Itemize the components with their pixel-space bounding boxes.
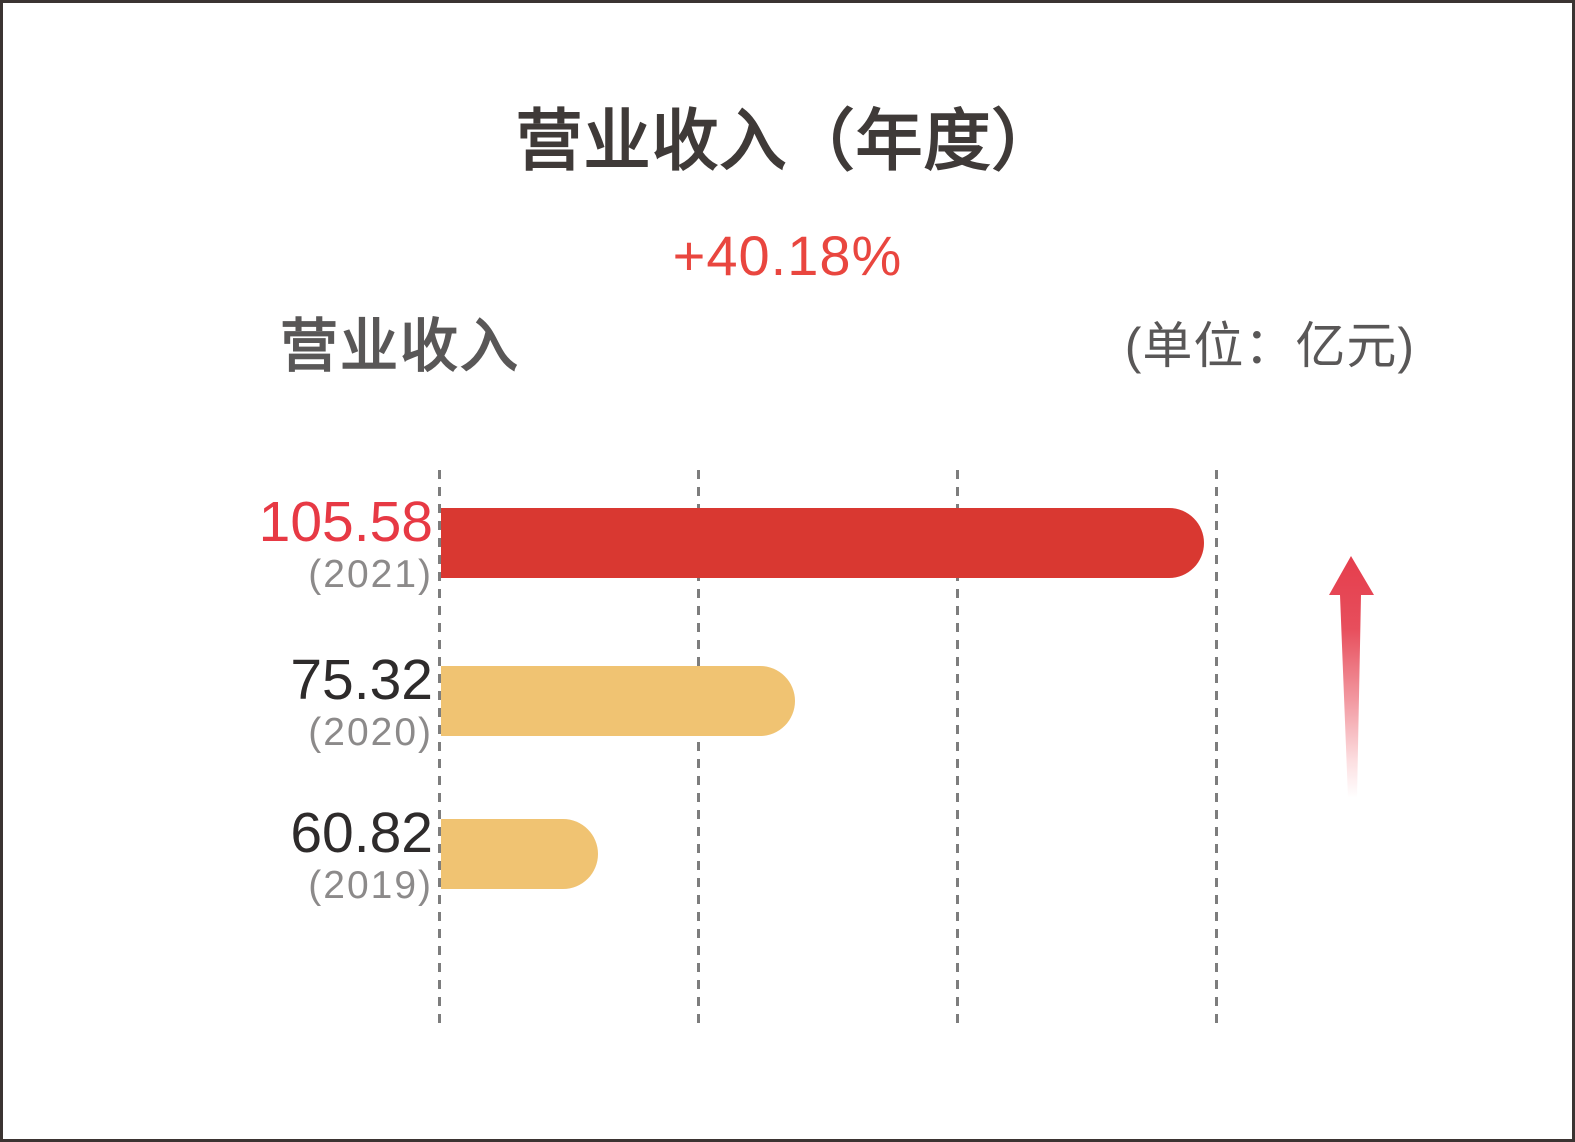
bar-2019 (441, 819, 598, 889)
growth-arrow-icon (1329, 556, 1374, 798)
bar-year: (2021) (308, 552, 433, 596)
bar-value: 60.82 (290, 801, 433, 865)
bar-2020 (441, 666, 795, 736)
series-label: 营业收入 (280, 314, 521, 379)
chart-title: 营业收入（年度） (515, 104, 1060, 179)
growth-percentage-label: +40.18% (672, 224, 903, 287)
bar-label-2020: 75.32 (2020) (143, 648, 433, 754)
bar-year: (2019) (308, 863, 433, 907)
bar-value: 75.32 (290, 648, 433, 712)
bar-2021 (441, 508, 1204, 578)
gridline (697, 470, 700, 1030)
gridline (956, 470, 959, 1030)
unit-label: (单位：亿元) (1124, 318, 1415, 374)
bar-year: (2020) (308, 710, 433, 754)
bar-label-2019: 60.82 (2019) (143, 801, 433, 907)
gridline (438, 470, 441, 1030)
bar-value: 105.58 (258, 490, 433, 554)
gridline (1215, 470, 1218, 1030)
bar-label-2021: 105.58 (2021) (143, 490, 433, 596)
